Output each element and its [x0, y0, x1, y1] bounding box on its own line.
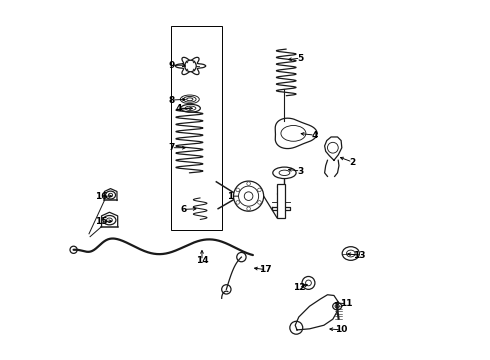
- Text: 6: 6: [180, 205, 186, 214]
- Text: 9: 9: [169, 61, 175, 70]
- Circle shape: [247, 182, 250, 185]
- Ellipse shape: [335, 305, 339, 308]
- Bar: [172, 26, 221, 230]
- Circle shape: [234, 181, 264, 211]
- Text: 8: 8: [169, 95, 174, 104]
- Text: 13: 13: [353, 251, 365, 260]
- Circle shape: [327, 142, 338, 153]
- Ellipse shape: [105, 191, 116, 199]
- Text: 11: 11: [340, 299, 353, 308]
- Ellipse shape: [103, 216, 116, 225]
- Circle shape: [239, 186, 259, 206]
- Ellipse shape: [185, 106, 196, 111]
- Circle shape: [236, 201, 240, 204]
- Circle shape: [290, 321, 303, 334]
- Text: 1: 1: [227, 192, 234, 201]
- Text: 16: 16: [95, 192, 107, 201]
- Ellipse shape: [346, 250, 355, 257]
- Circle shape: [185, 60, 196, 72]
- Circle shape: [302, 276, 315, 289]
- Text: 5: 5: [297, 54, 304, 63]
- Text: 14: 14: [196, 256, 208, 265]
- Ellipse shape: [181, 104, 200, 112]
- Circle shape: [247, 207, 250, 211]
- Circle shape: [245, 192, 253, 201]
- Bar: [277, 184, 285, 218]
- Ellipse shape: [279, 170, 290, 176]
- Text: 10: 10: [335, 325, 347, 334]
- Text: 2: 2: [349, 158, 356, 167]
- Ellipse shape: [273, 167, 296, 179]
- Ellipse shape: [333, 303, 342, 310]
- Text: 12: 12: [293, 283, 305, 292]
- Ellipse shape: [342, 247, 359, 260]
- Text: 17: 17: [260, 265, 272, 274]
- Text: 15: 15: [95, 217, 107, 226]
- Text: 4: 4: [312, 131, 318, 140]
- Circle shape: [236, 188, 240, 192]
- Circle shape: [258, 201, 261, 204]
- Text: 4: 4: [175, 104, 182, 113]
- Text: 3: 3: [297, 167, 304, 176]
- Circle shape: [221, 285, 231, 294]
- Circle shape: [70, 246, 77, 253]
- Text: 7: 7: [168, 143, 174, 152]
- Circle shape: [306, 280, 311, 286]
- Ellipse shape: [107, 218, 112, 222]
- Circle shape: [237, 252, 246, 262]
- Ellipse shape: [108, 193, 113, 197]
- Circle shape: [258, 188, 261, 192]
